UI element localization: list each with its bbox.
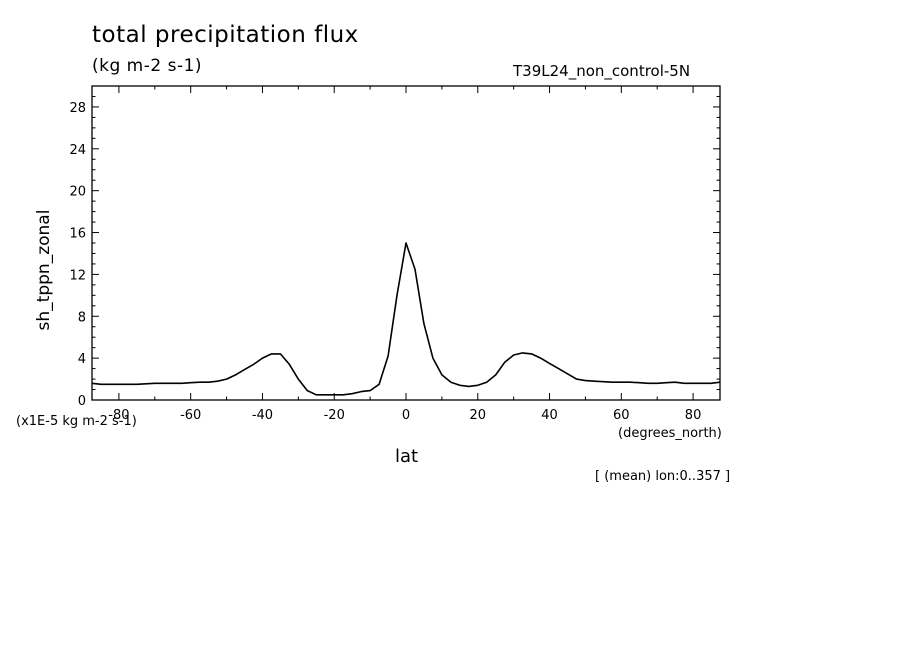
axis-ticks [92,85,720,401]
x-tick-label: -60 [180,408,201,423]
y-tick-label: 24 [69,143,86,158]
x-tick-label: 20 [469,408,486,423]
y-tick-label: 0 [78,394,86,409]
averaging-note: [ (mean) lon:0..357 ] [595,469,731,484]
x-tick-label: -40 [252,408,273,423]
x-tick-label: 0 [402,408,410,423]
y-tick-label: 4 [78,352,86,367]
chart-subtitle-units: (kg m-2 s-1) [92,56,203,76]
run-label: T39L24_non_control-5N [513,62,691,80]
y-axis-units: (x1E-5 kg m-2 s-1) [16,414,137,429]
x-axis-title: lat [395,446,419,467]
y-tick-label: 12 [69,268,86,283]
x-tick-label: 80 [685,408,702,423]
y-tick-label: 20 [69,185,86,200]
x-tick-label: 60 [613,408,630,423]
x-tick-label: -80 [108,408,129,423]
y-tick-label: 28 [69,101,86,116]
data-series [91,242,721,396]
tick-labels: 0 4 8 12 16 20 24 28 -80 -60 -40 -20 0 20 40 60 80 [69,101,701,423]
x-tick-label: 40 [541,408,558,423]
x-axis-units: (degrees_north) [618,426,722,441]
series-line [91,242,721,396]
chart-title: total precipitation flux [92,22,359,48]
y-tick-label: 16 [69,227,86,242]
y-tick-label: 8 [78,310,86,325]
x-tick-label: -20 [324,408,345,423]
